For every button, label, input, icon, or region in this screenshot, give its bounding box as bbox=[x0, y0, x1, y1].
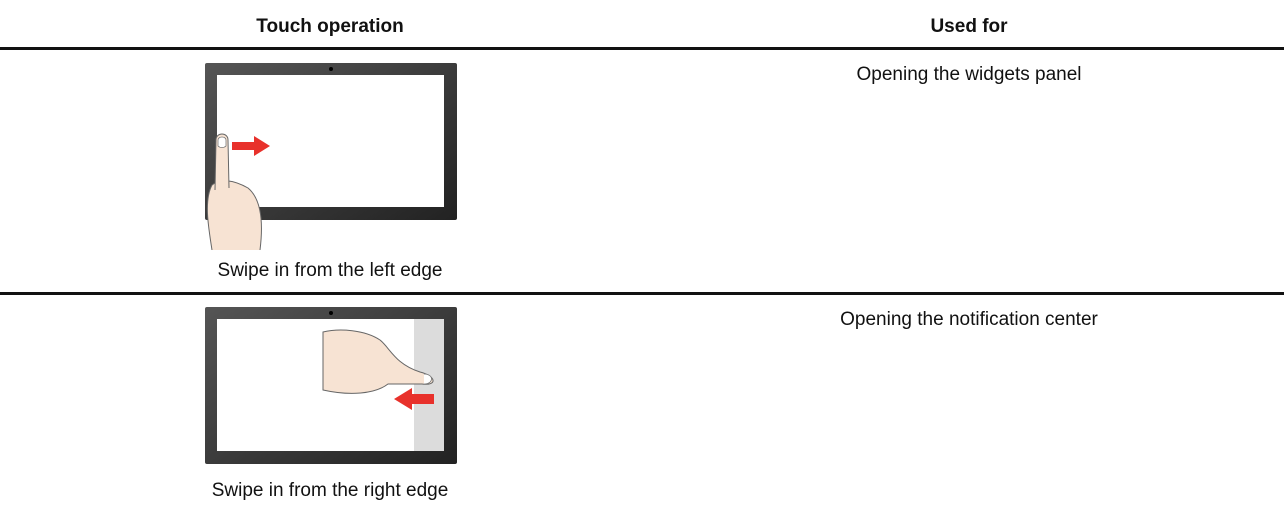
header-cell: Used for bbox=[930, 16, 1008, 37]
illustration-right-swipe bbox=[205, 307, 457, 464]
header-cell: Touch operation bbox=[256, 16, 404, 37]
caption: Swipe in from the right edge bbox=[211, 480, 449, 501]
caption: Swipe in from the left edge bbox=[217, 260, 443, 281]
rule bbox=[0, 47, 1284, 50]
rule bbox=[0, 292, 1284, 295]
cell-text: Opening the notification center bbox=[840, 309, 1098, 330]
cell-text: Opening the widgets panel bbox=[856, 64, 1082, 85]
illustration-left-swipe bbox=[205, 63, 457, 250]
